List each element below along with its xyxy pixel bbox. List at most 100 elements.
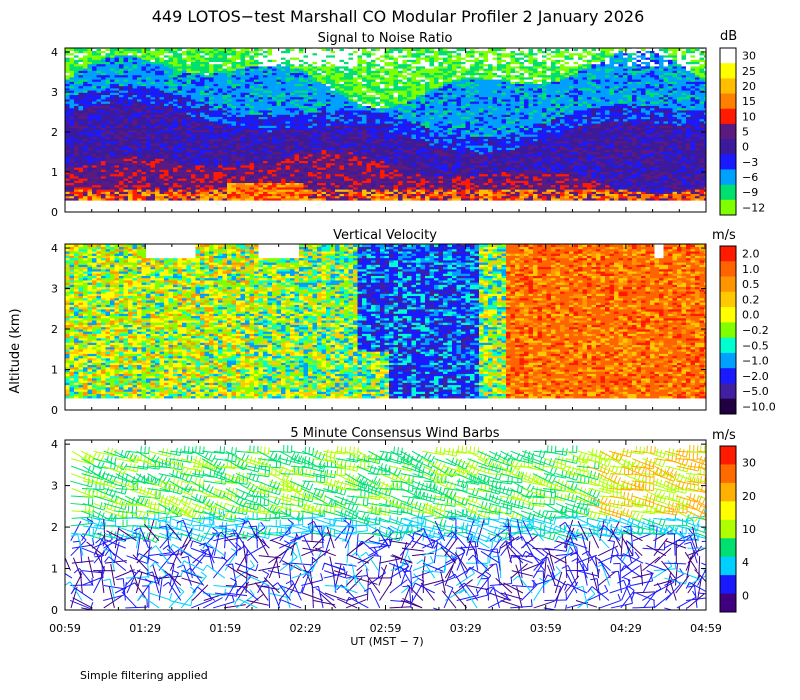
snr-cell (114, 48, 120, 51)
snr-cell (137, 54, 143, 58)
snr-cell (353, 167, 359, 170)
snr-cell (191, 153, 197, 157)
snr-cell (155, 59, 161, 62)
snr-cell (78, 140, 84, 144)
snr-cell (168, 120, 174, 124)
snr-cell (101, 85, 107, 89)
snr-cell (186, 173, 192, 177)
snr-cell (312, 118, 318, 122)
snr-cell (362, 90, 368, 93)
snr-cell (335, 61, 341, 65)
snr-cell (254, 127, 260, 131)
snr-cell (92, 87, 98, 91)
snr-cell (182, 98, 188, 102)
snr-cell (249, 182, 255, 186)
snr-cell (69, 116, 75, 120)
snr-cell (236, 105, 242, 109)
snr-cell (177, 116, 183, 120)
snr-cell (195, 186, 201, 190)
snr-cell (380, 195, 386, 199)
snr-cell (294, 145, 300, 148)
snr-cell (119, 180, 125, 183)
snr-cell (321, 164, 327, 168)
snr-cell (348, 98, 354, 102)
snr-cell (254, 59, 260, 62)
snr-cell (227, 160, 233, 164)
snr-cell (335, 48, 341, 51)
snr-cell (299, 138, 305, 142)
snr-cell (105, 54, 111, 58)
snr-cell (101, 61, 107, 65)
snr-cell (299, 197, 305, 201)
snr-cell (200, 90, 206, 93)
snr-cell (110, 116, 116, 120)
snr-cell (218, 87, 224, 91)
snr-cell (177, 94, 183, 98)
snr-cell (177, 96, 183, 100)
snr-cell (101, 50, 107, 54)
snr-cell (96, 87, 102, 91)
snr-cell (222, 169, 228, 172)
snr-cell (267, 118, 273, 122)
snr-cell (272, 153, 278, 157)
snr-cell (137, 171, 143, 175)
snr-cell (294, 169, 300, 172)
snr-cell (326, 116, 332, 120)
snr-cell (150, 118, 156, 122)
snr-cell (87, 68, 93, 71)
snr-cell (290, 138, 296, 142)
snr-cell (137, 180, 143, 183)
snr-cell (227, 164, 233, 168)
snr-cell (128, 57, 134, 60)
snr-cell (101, 171, 107, 175)
snr-cell (263, 184, 269, 188)
snr-cell (110, 125, 116, 128)
snr-cell (177, 193, 183, 197)
snr-cell (137, 127, 143, 131)
snr-cell (357, 160, 363, 164)
snr-cell (362, 158, 368, 161)
snr-cell (195, 101, 201, 104)
snr-cell (200, 59, 206, 62)
snr-cell (78, 151, 84, 155)
snr-cell (65, 63, 71, 67)
snr-cell (209, 54, 215, 58)
snr-cell (155, 68, 161, 71)
snr-cell (105, 173, 111, 177)
snr-cell (245, 92, 251, 95)
snr-cell (339, 48, 345, 51)
snr-cell (276, 175, 282, 179)
snr-cell (263, 68, 269, 71)
snr-cell (375, 112, 381, 115)
snr-cell (249, 87, 255, 91)
snr-cell (366, 112, 372, 115)
snr-cell (146, 164, 152, 168)
snr-cell (128, 186, 134, 190)
snr-cell (218, 61, 224, 65)
snr-cell (348, 83, 354, 87)
snr-cell (344, 96, 350, 100)
snr-cell (276, 81, 282, 84)
snr-cell (285, 98, 291, 102)
snr-cell (272, 96, 278, 100)
snr-cell (105, 169, 111, 172)
snr-cell (173, 125, 179, 128)
snr-cell (285, 160, 291, 164)
snr-cell (209, 98, 215, 102)
snr-cell (222, 83, 228, 87)
snr-cell (308, 65, 314, 69)
snr-cell (272, 98, 278, 102)
snr-cell (312, 173, 318, 177)
snr-cell (123, 92, 129, 95)
snr-cell (380, 153, 386, 157)
snr-cell (69, 85, 75, 89)
snr-cell (276, 79, 282, 82)
snr-cell (83, 57, 89, 60)
snr-cell (326, 114, 332, 117)
snr-cell (236, 173, 242, 177)
snr-cell (312, 116, 318, 120)
snr-cell (96, 81, 102, 84)
snr-cell (101, 142, 107, 146)
snr-cell (123, 182, 129, 186)
snr-cell (366, 147, 372, 150)
